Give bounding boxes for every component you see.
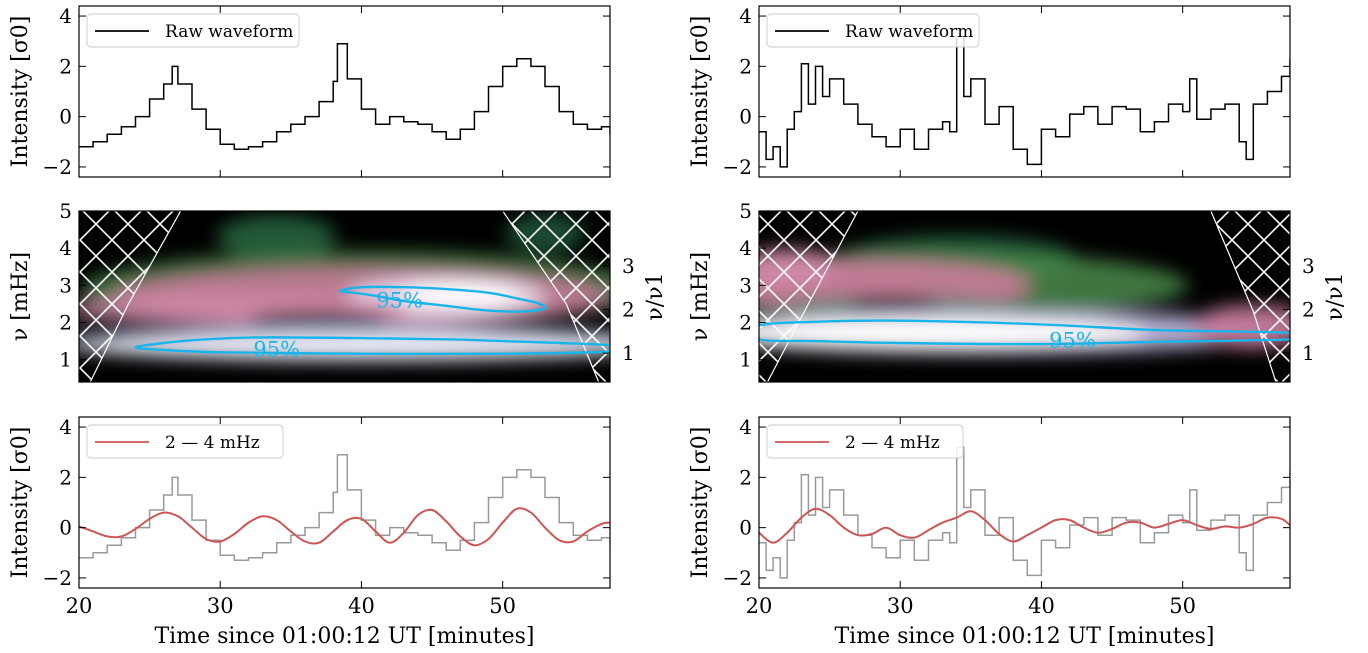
- significance-contour: [134, 336, 610, 356]
- heatmap-area: 95%: [759, 211, 1290, 382]
- plot-area: [79, 42, 610, 151]
- x-axis-label: Time since 01:00:12 UT [minutes]: [835, 624, 1215, 649]
- y-tick-label: 0: [59, 516, 72, 540]
- contour-label: 95%: [1049, 328, 1096, 352]
- panel-bottom-right: −2 0 2 4 20 30 40 50 2 — 4 mHz Intensity [σ0] Time…: [688, 415, 1291, 649]
- axes-frame: [758, 416, 1291, 589]
- y-tick-label: 4: [739, 415, 752, 439]
- plot-area: [759, 35, 1290, 168]
- y-tick-label: −2: [43, 155, 72, 179]
- y-axis-label: ν [mHz]: [688, 252, 713, 341]
- plot-area: [79, 453, 610, 562]
- secondary-y-tick-label: 1: [622, 341, 635, 365]
- x-axis-label: Time since 01:00:12 UT [minutes]: [155, 624, 535, 649]
- waveform-step-line: [759, 446, 1290, 579]
- x-tick-label: 20: [746, 594, 773, 618]
- panel-middle-left: 95% 95% 1 2 3 4 5 1 2 3 ν [mHz] ν/ν1: [8, 199, 668, 383]
- y-tick-label: −2: [723, 566, 752, 590]
- waveform-step-line: [79, 42, 610, 151]
- x-tick-label: 50: [489, 594, 516, 618]
- y-tick-label: 4: [59, 236, 72, 260]
- y-axis-label: Intensity [σ0]: [688, 16, 713, 168]
- y-tick-label: 5: [59, 199, 72, 223]
- heatmap-area: 95% 95%: [79, 211, 610, 382]
- secondary-y-axis-label: ν/ν1: [1323, 272, 1348, 320]
- legend-label: Raw waveform: [845, 22, 973, 42]
- secondary-y-tick-label: 2: [1302, 298, 1315, 322]
- y-tick-label: 4: [739, 236, 752, 260]
- y-tick-label: 2: [739, 465, 752, 489]
- coi-boundary: [502, 211, 600, 382]
- waveform-step-line: [759, 35, 1290, 168]
- legend-label: Raw waveform: [165, 22, 293, 42]
- power-blob: [216, 215, 337, 260]
- coi-left-hatch: [759, 211, 858, 382]
- coi-right-hatch: [502, 211, 610, 382]
- axes-frame: [78, 210, 611, 383]
- y-tick-label: 1: [739, 348, 752, 372]
- secondary-y-tick-label: 1: [1302, 341, 1315, 365]
- coi-left-hatch: [79, 211, 181, 382]
- legend-label: 2 — 4 mHz: [165, 433, 260, 453]
- y-tick-label: −2: [723, 155, 752, 179]
- x-tick-label: 20: [66, 594, 93, 618]
- waveform-step-line: [79, 453, 610, 562]
- y-tick-label: 0: [739, 516, 752, 540]
- y-axis-label: ν [mHz]: [8, 252, 33, 341]
- legend-box: [766, 13, 980, 48]
- axes-frame: [78, 416, 611, 589]
- y-tick-label: 1: [59, 348, 72, 372]
- panel-bottom-left: −2 0 2 4 20 30 40 50 2 — 4 mHz Intensity [σ0] Time…: [8, 415, 611, 649]
- significance-contour: [759, 319, 1290, 346]
- y-tick-label: 0: [59, 105, 72, 129]
- y-tick-label: 3: [739, 273, 752, 297]
- y-tick-label: 3: [59, 273, 72, 297]
- y-tick-label: 2: [739, 54, 752, 78]
- legend-label: 2 — 4 mHz: [845, 433, 940, 453]
- y-tick-label: −2: [43, 566, 72, 590]
- coi-boundary: [766, 211, 859, 382]
- y-tick-label: 2: [739, 311, 752, 335]
- y-tick-label: 2: [59, 311, 72, 335]
- y-tick-label: 2: [59, 54, 72, 78]
- panel-middle-right: 95% 1 2 3 4 5 1 2 3 ν [mHz] ν/ν1: [688, 199, 1348, 383]
- contour-label: 95%: [376, 288, 423, 312]
- y-tick-label: 5: [739, 199, 752, 223]
- y-tick-label: 4: [59, 4, 72, 28]
- x-tick-label: 50: [1169, 594, 1196, 618]
- x-tick-label: 30: [887, 594, 914, 618]
- y-axis-label: Intensity [σ0]: [688, 427, 713, 579]
- y-axis-label: Intensity [σ0]: [8, 427, 33, 579]
- secondary-y-tick-label: 3: [622, 254, 635, 278]
- panel-top-right: −2 0 2 4 Raw waveform Intensity [σ0]: [688, 4, 1291, 179]
- legend-box: [766, 424, 964, 459]
- y-tick-label: 2: [59, 465, 72, 489]
- axes-frame: [758, 5, 1291, 178]
- secondary-y-tick-label: 2: [622, 298, 635, 322]
- coi-boundary: [89, 211, 182, 382]
- filtered-line: [79, 507, 610, 547]
- plot-area: [759, 446, 1290, 579]
- axes-frame: [78, 5, 611, 178]
- contour-label: 95%: [253, 338, 300, 362]
- coi-boundary: [1210, 211, 1277, 382]
- x-tick-label: 30: [207, 594, 234, 618]
- filtered-line: [759, 507, 1290, 544]
- power-blob: [848, 296, 939, 315]
- significance-contour: [339, 285, 547, 313]
- panel-top-left: −2 0 2 4 Raw waveform Intensity [σ0]: [8, 4, 611, 179]
- legend-box: [86, 424, 284, 459]
- axes-frame: [758, 210, 1291, 383]
- legend-box: [86, 13, 300, 48]
- secondary-y-tick-label: 3: [1302, 254, 1315, 278]
- y-tick-label: 4: [739, 4, 752, 28]
- y-tick-label: 0: [739, 105, 752, 129]
- y-tick-label: 4: [59, 415, 72, 439]
- x-tick-label: 40: [348, 594, 375, 618]
- secondary-y-axis-label: ν/ν1: [643, 272, 668, 320]
- y-axis-label: Intensity [σ0]: [8, 16, 33, 168]
- x-tick-label: 40: [1028, 594, 1055, 618]
